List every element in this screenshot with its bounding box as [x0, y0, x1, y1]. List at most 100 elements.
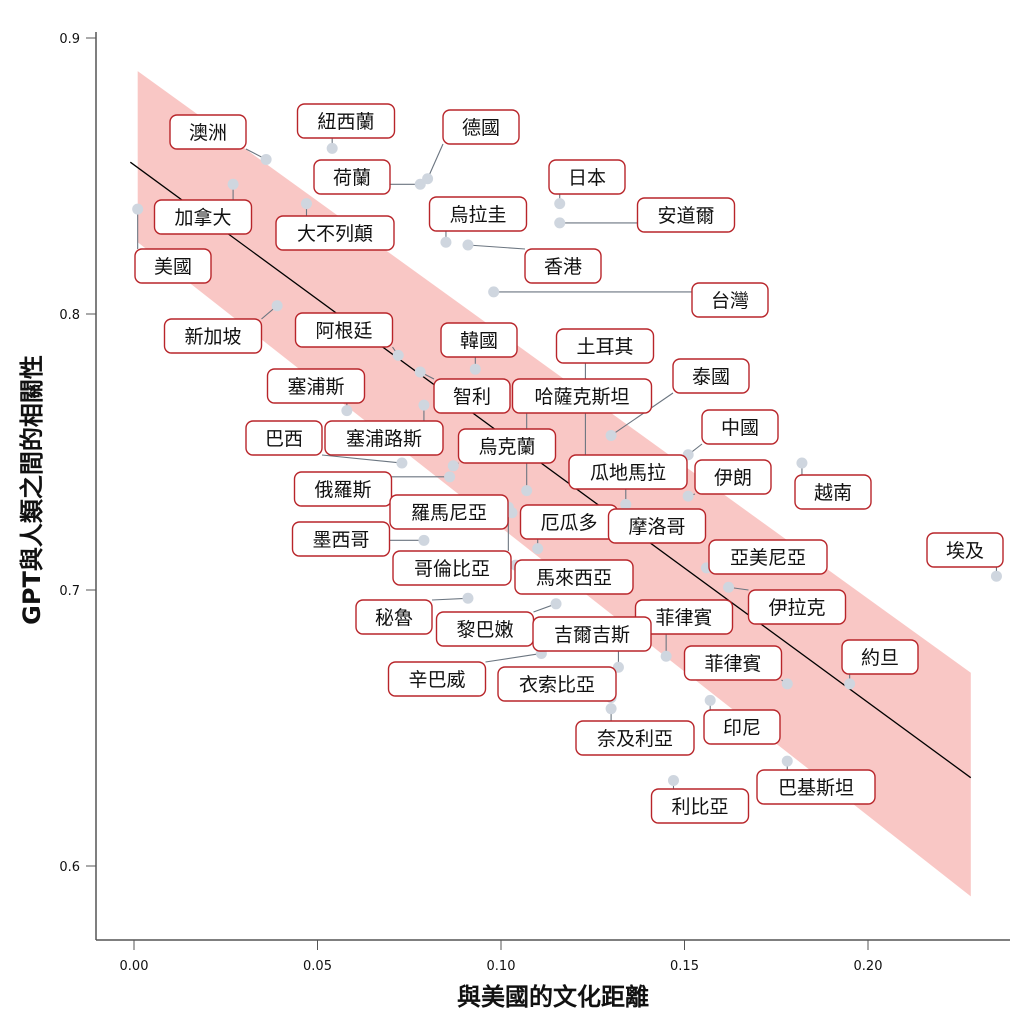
label-text: 塞浦路斯	[346, 428, 422, 450]
x-tick-label: 0.00	[120, 959, 149, 974]
label-box	[691, 282, 769, 318]
data-label: 羅馬尼亞	[389, 494, 509, 530]
label-text: 烏克蘭	[478, 436, 535, 458]
label-box	[636, 197, 736, 233]
label-box	[548, 159, 626, 195]
y-tick-label: 0.7	[59, 584, 80, 599]
data-point	[605, 703, 617, 715]
data-label: 吉爾吉斯	[532, 616, 652, 652]
label-box	[457, 428, 557, 464]
data-point	[469, 363, 481, 375]
x-axis-ticks: 0.00 0.05 0.10 0.15 0.20	[120, 940, 883, 974]
label-box	[294, 312, 394, 348]
label-text: 埃及	[946, 540, 984, 562]
data-label: 中國	[701, 409, 779, 445]
data-point	[418, 534, 430, 546]
data-point	[620, 498, 632, 510]
data-label: 安道爾	[636, 197, 736, 233]
data-label: 阿根廷	[294, 312, 394, 348]
data-label: 埃及	[926, 532, 1004, 568]
label-box	[794, 474, 872, 510]
label-box	[266, 368, 366, 404]
data-point	[488, 286, 500, 298]
label-text: 中國	[721, 417, 759, 439]
label-text: 馬來西亞	[536, 567, 612, 589]
data-point	[554, 217, 566, 229]
data-point	[418, 399, 430, 411]
data-point	[271, 300, 283, 312]
label-text: 約旦	[861, 647, 899, 669]
data-point	[462, 592, 474, 604]
data-label: 瓜地馬拉	[568, 454, 688, 490]
data-point	[341, 405, 353, 417]
data-label: 土耳其	[555, 328, 655, 364]
label-box	[708, 539, 828, 575]
y-tick-label: 0.9	[59, 32, 80, 47]
label-box	[442, 109, 520, 145]
data-label: 摩洛哥	[607, 508, 707, 544]
regression-line	[129, 161, 972, 779]
data-label: 新加坡	[163, 318, 263, 354]
label-text: 亞美尼亞	[730, 547, 806, 569]
data-label: 俄羅斯	[293, 471, 393, 507]
label-text: 奈及利亞	[597, 728, 673, 750]
label-box	[293, 471, 393, 507]
data-label: 塞浦斯	[266, 368, 366, 404]
label-box	[683, 645, 783, 681]
data-label: 大不列顛	[275, 215, 395, 251]
label-text: 香港	[544, 256, 582, 278]
label-box	[275, 215, 395, 251]
data-label: 約旦	[841, 639, 919, 675]
data-point	[444, 471, 456, 483]
label-text: 日本	[568, 167, 606, 189]
data-label: 奈及利亞	[575, 720, 695, 756]
data-label: 烏克蘭	[457, 428, 557, 464]
label-text: 土耳其	[576, 336, 633, 358]
data-label: 衣索比亞	[497, 666, 617, 702]
label-text: 泰國	[692, 366, 730, 388]
label-text: 烏拉圭	[449, 204, 506, 226]
label-text: 安道爾	[657, 205, 714, 227]
data-label: 哈薩克斯坦	[511, 378, 653, 414]
label-box	[387, 661, 487, 697]
data-label: 亞美尼亞	[708, 539, 828, 575]
data-point	[447, 460, 459, 472]
leader-line	[610, 392, 674, 436]
label-box	[694, 459, 772, 495]
label-text: 羅馬尼亞	[411, 502, 487, 524]
label-text: 美國	[154, 256, 192, 278]
data-label: 智利	[433, 378, 511, 414]
data-point	[554, 198, 566, 210]
label-box	[926, 532, 1004, 568]
y-tick-label: 0.8	[59, 308, 80, 323]
label-box	[841, 639, 919, 675]
data-point	[521, 485, 533, 497]
regression-line-path	[129, 161, 972, 779]
label-box	[440, 322, 518, 358]
label-text: 塞浦斯	[287, 376, 344, 398]
x-tick-label: 0.15	[670, 959, 699, 974]
x-tick-label: 0.20	[854, 959, 883, 974]
data-point	[781, 755, 793, 767]
label-text: 伊朗	[714, 467, 752, 489]
label-text: 瓜地馬拉	[590, 462, 666, 484]
label-box	[296, 103, 396, 139]
label-text: 紐西蘭	[317, 111, 374, 133]
data-label: 馬來西亞	[514, 559, 634, 595]
label-text: 利比亞	[671, 796, 728, 818]
label-text: 辛巴威	[408, 669, 465, 691]
label-text: 哈薩克斯坦	[534, 386, 629, 408]
data-label: 秘魯	[355, 599, 433, 635]
data-label: 巴西	[245, 420, 323, 456]
label-box	[524, 248, 602, 284]
data-label: 墨西哥	[291, 521, 391, 557]
label-text: 韓國	[460, 330, 498, 352]
label-box	[575, 720, 695, 756]
label-text: 吉爾吉斯	[554, 624, 630, 646]
label-text: 越南	[814, 482, 852, 504]
leader-line	[321, 454, 402, 464]
data-label: 哥倫比亞	[392, 550, 512, 586]
data-point	[132, 203, 144, 215]
label-text: 伊拉克	[768, 597, 825, 619]
label-box	[428, 196, 528, 232]
